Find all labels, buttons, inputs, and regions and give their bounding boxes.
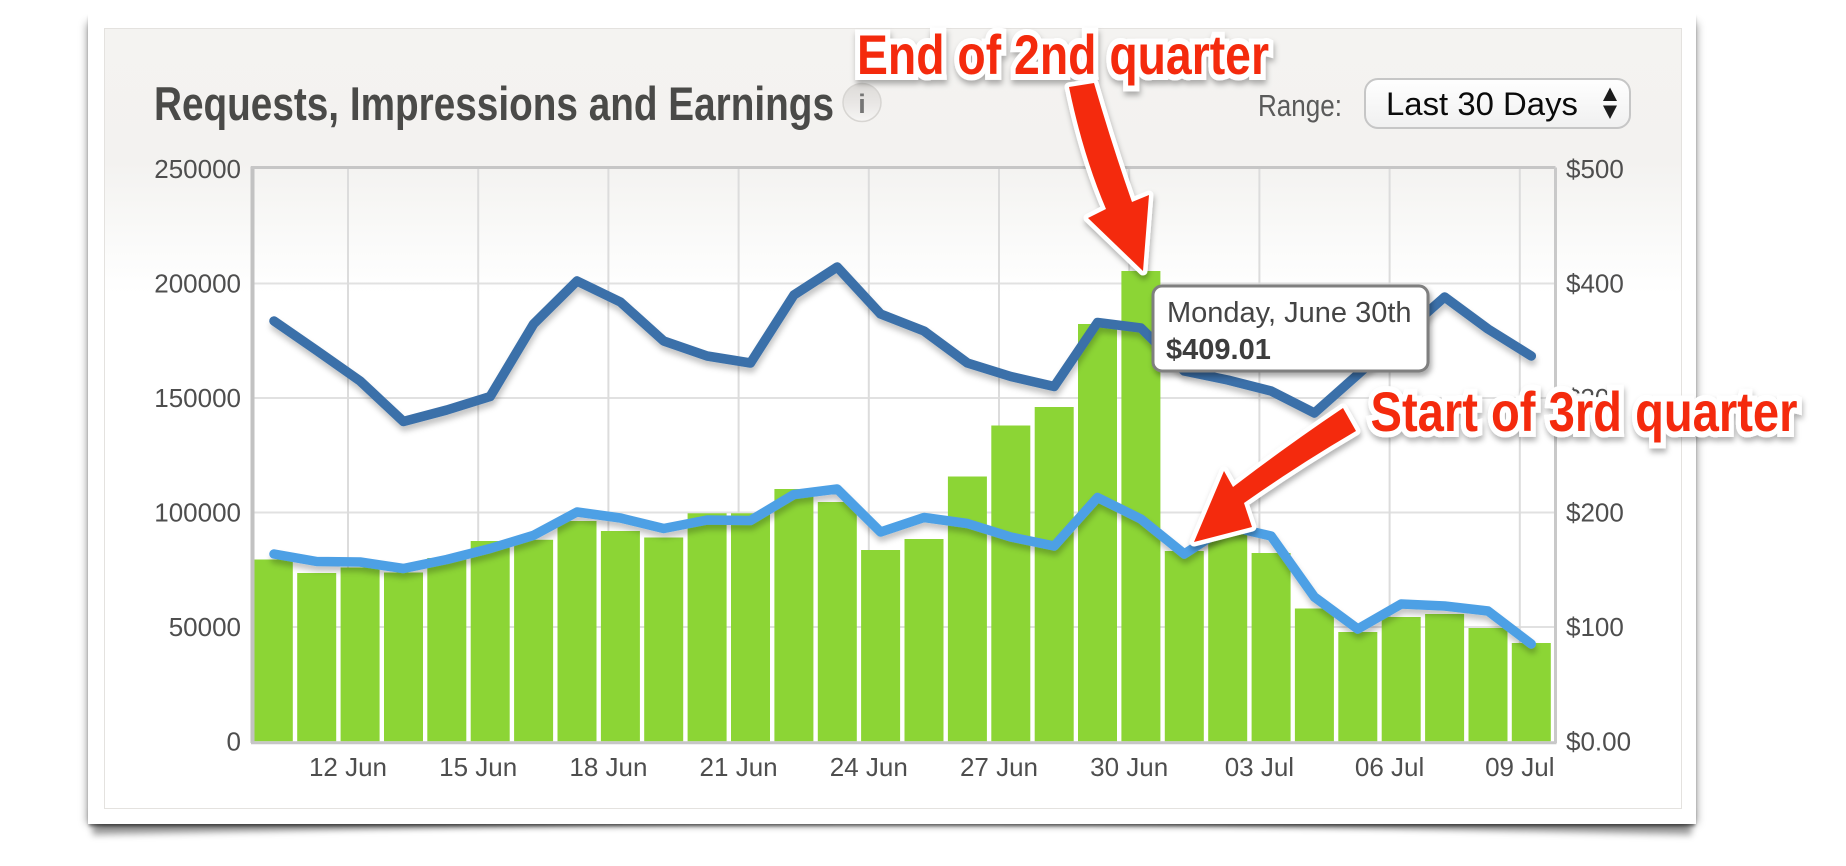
- svg-text:09 Jul: 09 Jul: [1485, 752, 1554, 782]
- svg-text:Last 30 Days: Last 30 Days: [1386, 86, 1578, 122]
- svg-text:Start of 3rd quarter: Start of 3rd quarter: [1371, 380, 1798, 443]
- svg-text:i: i: [858, 89, 866, 119]
- svg-text:27 Jun: 27 Jun: [960, 752, 1038, 782]
- svg-text:$0.00: $0.00: [1566, 726, 1631, 756]
- svg-text:03 Jul: 03 Jul: [1225, 752, 1294, 782]
- svg-text:30 Jun: 30 Jun: [1090, 752, 1168, 782]
- svg-text:06 Jul: 06 Jul: [1355, 752, 1424, 782]
- svg-text:$300: $300: [1566, 383, 1624, 413]
- svg-text:21 Jun: 21 Jun: [700, 752, 778, 782]
- svg-text:Requests, Impressions and Earn: Requests, Impressions and Earnings: [154, 77, 834, 130]
- svg-text:15 Jun: 15 Jun: [439, 752, 517, 782]
- svg-text:50000: 50000: [169, 612, 241, 642]
- svg-text:$200: $200: [1566, 498, 1624, 528]
- svg-text:0: 0: [227, 726, 241, 756]
- svg-text:250000: 250000: [154, 154, 241, 184]
- svg-text:150000: 150000: [154, 383, 241, 413]
- svg-text:$100: $100: [1566, 612, 1624, 642]
- svg-text:18 Jun: 18 Jun: [569, 752, 647, 782]
- svg-text:$500: $500: [1566, 154, 1624, 184]
- svg-text:200000: 200000: [154, 269, 241, 299]
- svg-text:Range:: Range:: [1258, 88, 1342, 123]
- svg-text:$400: $400: [1566, 269, 1624, 299]
- svg-text:100000: 100000: [154, 498, 241, 528]
- svg-text:12 Jun: 12 Jun: [309, 752, 387, 782]
- svg-text:End of 2nd quarter: End of 2nd quarter: [857, 23, 1269, 86]
- svg-text:24 Jun: 24 Jun: [830, 752, 908, 782]
- svg-text:$409.01: $409.01: [1166, 334, 1271, 366]
- svg-text:Monday, June 30th: Monday, June 30th: [1167, 297, 1412, 329]
